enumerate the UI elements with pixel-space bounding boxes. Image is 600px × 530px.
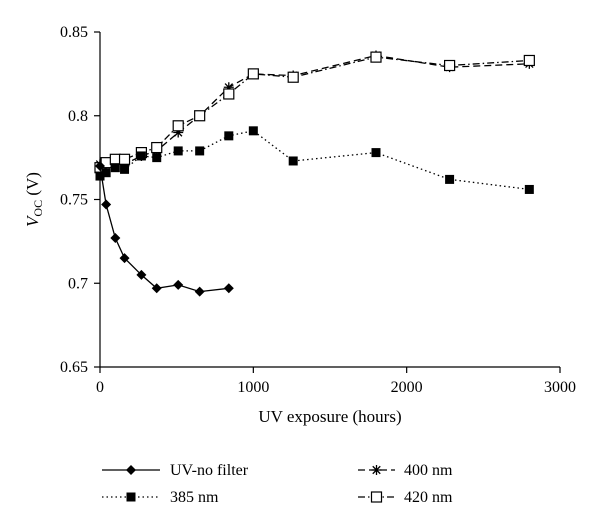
data-point (371, 148, 381, 158)
data-point (136, 269, 147, 280)
legend: UV-no filter 385 nm 400 nm 420 nm (102, 462, 453, 506)
data-point (110, 163, 120, 173)
y-axis-title-unit: (V) (23, 172, 42, 200)
legend-item: 420 nm (358, 489, 453, 506)
y-axis-title-sub: OC (31, 200, 45, 217)
data-point (95, 161, 105, 171)
data-point (151, 141, 163, 154)
x-tick-label: 0 (96, 379, 104, 396)
y-tick-label: 0.7 (68, 275, 88, 292)
data-point (173, 279, 184, 290)
data-point (523, 54, 535, 67)
y-tick-label: 0.85 (60, 24, 88, 41)
y-tick-label: 0.75 (60, 192, 88, 209)
legend-marker (370, 491, 383, 503)
legend-label: 385 nm (170, 489, 219, 506)
data-point (248, 126, 258, 136)
data-point (288, 156, 298, 166)
series-line (100, 54, 530, 165)
data-point (445, 174, 455, 184)
data-point (223, 82, 234, 93)
y-axis-title: VOC (V) (23, 172, 45, 227)
data-point (136, 151, 146, 161)
legend-marker (126, 492, 136, 502)
legend-item: 400 nm (358, 462, 453, 479)
data-point (172, 120, 184, 132)
data-point (444, 59, 456, 72)
data-point (287, 71, 299, 83)
data-point (223, 283, 234, 294)
data-point (224, 131, 234, 141)
series-line (99, 130, 530, 191)
y-tick-label: 0.8 (68, 108, 88, 125)
data-point (173, 146, 183, 156)
data-point (95, 171, 105, 181)
series-uv-no-filter (95, 161, 234, 297)
data-point (120, 164, 130, 174)
x-tick-label: 3000 (544, 379, 576, 396)
data-point (118, 153, 131, 165)
data-point (194, 286, 205, 297)
x-axis-title: UV exposure (hours) (258, 407, 401, 426)
data-point (101, 199, 112, 210)
x-tick-label: 2000 (391, 379, 423, 396)
data-point (370, 51, 382, 63)
data-point (101, 168, 111, 178)
series-line (99, 56, 530, 169)
legend-label: UV-no filter (170, 462, 249, 479)
data-point (152, 153, 162, 163)
legend-marker (126, 465, 136, 475)
series-385-nm (95, 126, 534, 194)
x-tick-label: 1000 (237, 379, 269, 396)
data-point (110, 233, 121, 244)
data-point (223, 88, 235, 100)
data-point (109, 153, 121, 165)
series-layer (94, 50, 535, 297)
y-axis-title-main: V (23, 214, 42, 227)
legend-item: 385 nm (102, 489, 219, 506)
data-point (524, 184, 534, 194)
axes: 0 1000 2000 3000 0.65 0.7 0.75 0.8 0.85 UV exposu… (23, 24, 576, 426)
data-point (194, 110, 206, 122)
series-line (99, 165, 229, 293)
legend-marker (371, 465, 382, 475)
legend-label: 400 nm (404, 462, 453, 479)
y-tick-label: 0.65 (60, 359, 88, 376)
legend-item: UV-no filter (102, 462, 249, 479)
data-point (195, 146, 205, 156)
data-point (247, 68, 259, 80)
data-point (119, 253, 130, 264)
data-point (173, 127, 184, 138)
data-point (151, 283, 162, 294)
legend-label: 420 nm (404, 489, 453, 506)
